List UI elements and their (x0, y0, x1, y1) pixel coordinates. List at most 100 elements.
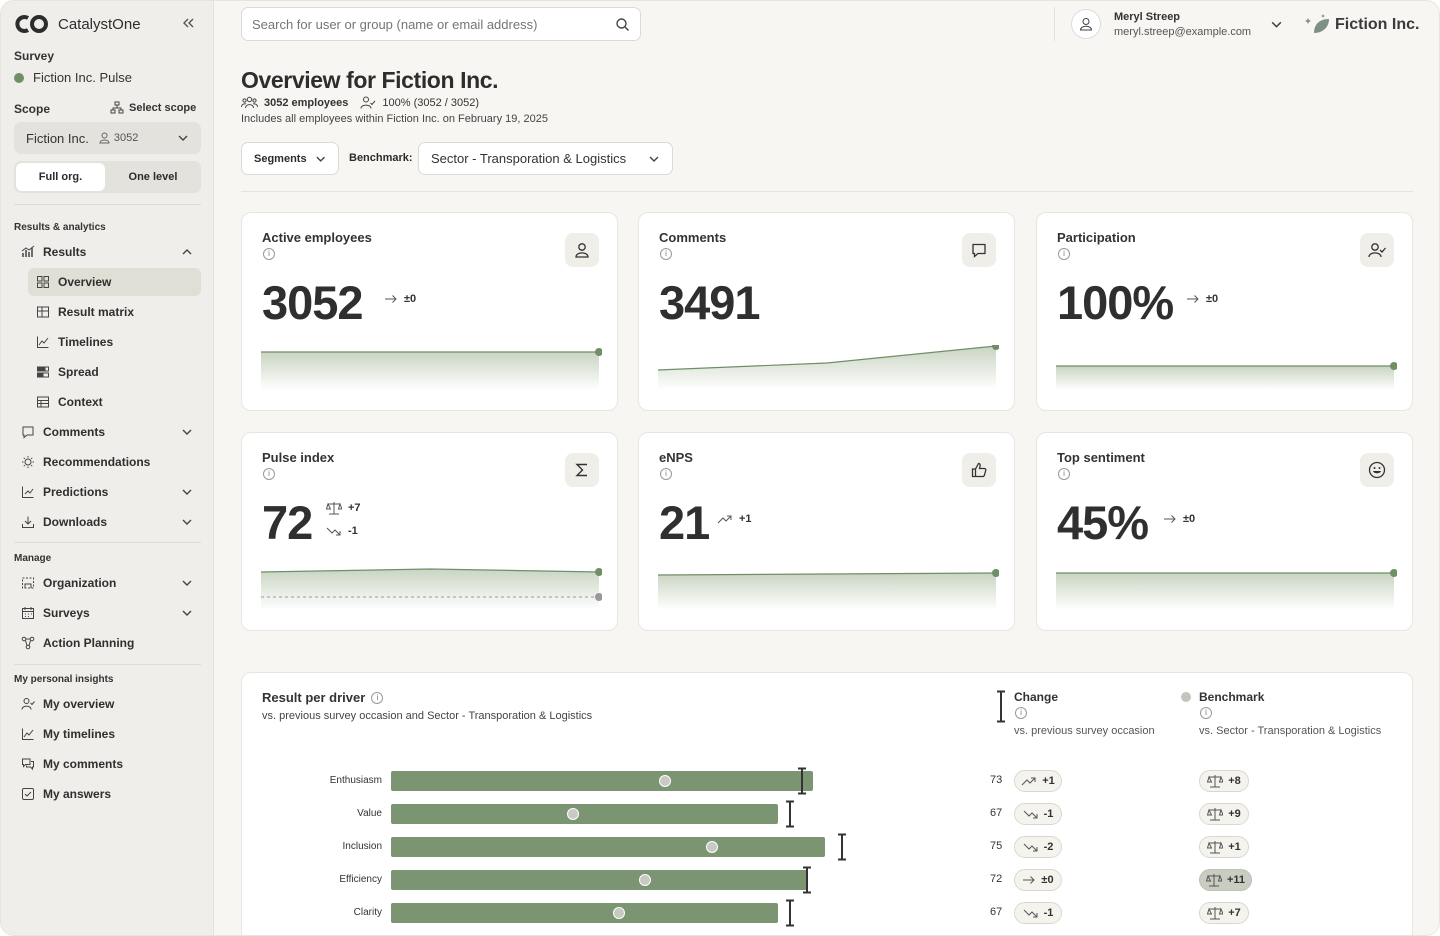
change-pill: -2 (1014, 836, 1062, 858)
kpi-title: Pulse index (262, 450, 335, 465)
benchmark-dot (567, 808, 579, 820)
arrow-right-icon (1023, 876, 1036, 884)
result-per-driver-card: Result per driver i vs. previous survey … (241, 672, 1413, 935)
nav-overview[interactable]: Overview (28, 268, 201, 296)
nav-result-matrix[interactable]: Result matrix (28, 298, 201, 326)
info-icon[interactable]: i (1058, 468, 1070, 480)
driver-bar[interactable] (391, 771, 813, 791)
previous-value-marker (786, 899, 794, 927)
kpi-card-active-employees[interactable]: Active employees i 3052 ±0 (241, 212, 618, 411)
survey-selector[interactable]: Fiction Inc. Pulse (14, 70, 132, 85)
section-personal-insights: My personal insights (14, 674, 114, 685)
user-icon (1079, 18, 1093, 31)
segments-label: Segments (254, 152, 307, 165)
kpi-change: +1 (717, 513, 752, 525)
group-icon (241, 96, 258, 109)
user-menu[interactable]: Meryl Streep meryl.streep@example.com (1071, 8, 1283, 40)
survey-status-dot (14, 72, 24, 83)
kpi-card-participation[interactable]: Participation i 100% ±0 (1036, 212, 1413, 411)
kpi-card-comments[interactable]: Comments i 3491 (638, 212, 1015, 411)
section-manage: Manage (14, 553, 52, 564)
info-icon[interactable]: i (1200, 707, 1212, 719)
search-input[interactable] (252, 16, 615, 32)
full-org-toggle[interactable]: Full org. (16, 163, 105, 191)
kpi-card-pulse-index[interactable]: Pulse index i 72 +7 -1 (241, 432, 618, 631)
nav-results[interactable]: Results (21, 238, 201, 266)
kpi-card-top-sentiment[interactable]: Top sentiment i 45% ±0 (1036, 432, 1413, 631)
nav-predictions[interactable]: Predictions (21, 478, 201, 506)
one-level-toggle[interactable]: One level (128, 171, 178, 183)
scope-dropdown[interactable]: Fiction Inc. 3052 (14, 122, 201, 154)
nav-downloads[interactable]: Downloads (21, 508, 201, 536)
nav-timelines[interactable]: Timelines (28, 328, 201, 356)
select-scope-button[interactable]: Select scope (110, 101, 196, 114)
kpi-sparkline (657, 345, 999, 390)
nav-action-planning[interactable]: Action Planning (21, 629, 201, 657)
nav-organization[interactable]: Organization (21, 569, 201, 597)
main-content: Meryl Streep meryl.streep@example.com Fi… (215, 1, 1439, 935)
info-icon[interactable]: i (660, 468, 672, 480)
change-legend-label: Change (1014, 690, 1059, 704)
info-icon[interactable]: i (660, 248, 672, 260)
app-logo[interactable]: CatalystOne (14, 13, 141, 35)
catalystone-logo-icon (15, 15, 48, 33)
scope-org: Fiction Inc. (26, 130, 89, 146)
survey-label: Survey (14, 49, 55, 63)
info-icon[interactable]: i (263, 468, 275, 480)
nav-my-overview[interactable]: My overview (21, 690, 201, 718)
nav-recommendations[interactable]: Recommendations (21, 448, 201, 476)
benchmark-value: +1 (1228, 841, 1241, 853)
line-chart-icon (22, 728, 34, 740)
nav-comments[interactable]: Comments (21, 418, 201, 446)
collapse-sidebar-button[interactable] (181, 16, 195, 30)
nav-spread[interactable]: Spread (28, 358, 201, 386)
line-chart-icon (37, 336, 49, 348)
info-icon[interactable]: i (1058, 248, 1070, 260)
app-name: CatalystOne (58, 15, 141, 33)
segments-dropdown[interactable]: Segments (241, 142, 339, 175)
driver-name: Value (357, 808, 382, 819)
benchmark-dot (639, 874, 651, 886)
user-check-icon (360, 96, 376, 109)
nav-context[interactable]: Context (28, 388, 201, 416)
page-meta: 3052 employees 100% (3052 / 3052) (241, 96, 479, 109)
kpi-benchmark-change: +7 (326, 501, 361, 515)
kpi-change-value: ±0 (1206, 293, 1219, 305)
info-icon[interactable]: i (1015, 707, 1027, 719)
arrow-right-icon (385, 295, 397, 303)
kpi-benchmark-value: +7 (348, 502, 361, 514)
kpi-sparkline (260, 568, 602, 610)
driver-bar[interactable] (391, 804, 778, 824)
nav-my-comments[interactable]: My comments (21, 750, 201, 778)
nav-my-timelines[interactable]: My timelines (21, 720, 201, 748)
driver-name: Inclusion (342, 841, 382, 852)
kpi-change-value: ±0 (404, 293, 417, 305)
nav-overview-label: Overview (58, 275, 112, 289)
benchmark-pill: +1 (1199, 836, 1249, 858)
info-icon[interactable]: i (263, 248, 275, 260)
driver-bar[interactable] (391, 870, 807, 890)
benchmark-dot (706, 841, 718, 853)
nav-surveys[interactable]: Surveys (21, 599, 201, 627)
nav-surveys-label: Surveys (43, 606, 90, 620)
trend-up-icon (717, 515, 732, 524)
smile-icon (1360, 453, 1394, 487)
info-icon[interactable]: i (371, 691, 384, 704)
kpi-sparkline (1056, 569, 1397, 610)
previous-value-marker (798, 767, 806, 795)
grid-icon (37, 276, 49, 288)
benchmark-value: +9 (1228, 808, 1241, 820)
driver-bar[interactable] (391, 903, 778, 923)
section-results-analytics: Results & analytics (14, 222, 106, 233)
search-icon[interactable] (615, 17, 630, 32)
spread-icon (37, 366, 49, 378)
benchmark-value: +7 (1228, 907, 1241, 919)
benchmark-dropdown[interactable]: Sector - Transporation & Logistics (418, 142, 673, 175)
driver-bar[interactable] (391, 837, 825, 857)
search-bar[interactable] (241, 7, 641, 41)
thumbs-up-icon (962, 453, 996, 487)
kpi-card-enps[interactable]: eNPS i 21 +1 (638, 432, 1015, 631)
nav-my-answers[interactable]: My answers (21, 780, 201, 808)
kpi-sparkline (261, 348, 602, 390)
download-icon (22, 516, 34, 528)
